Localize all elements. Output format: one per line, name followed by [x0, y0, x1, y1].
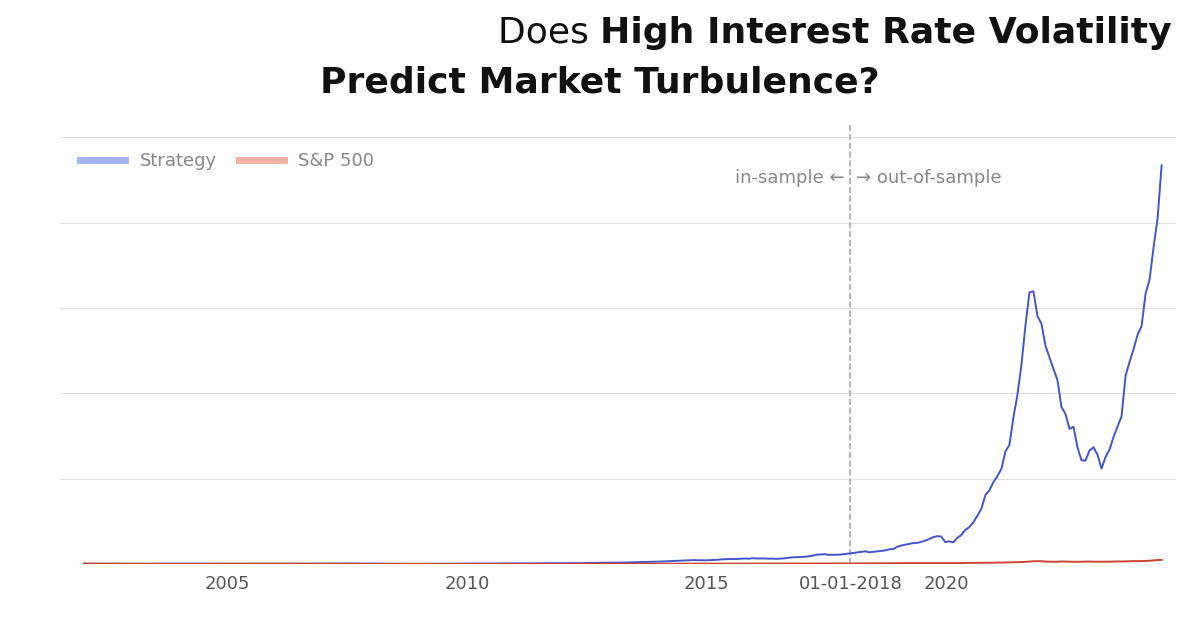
Text: Predict Market Turbulence?: Predict Market Turbulence?: [320, 66, 880, 100]
Text: High Interest Rate Volatility: High Interest Rate Volatility: [600, 16, 1171, 50]
Text: → out-of-sample: → out-of-sample: [856, 169, 1002, 187]
Text: in-sample ←: in-sample ←: [734, 169, 845, 187]
Text: Does: Does: [498, 16, 600, 50]
Legend: Strategy, S&P 500: Strategy, S&P 500: [80, 152, 374, 170]
